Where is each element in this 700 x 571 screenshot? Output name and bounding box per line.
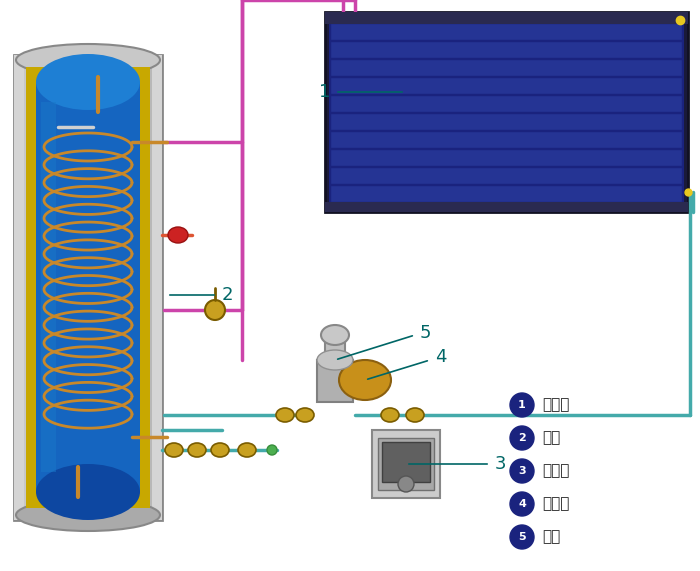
Bar <box>331 186 682 202</box>
Ellipse shape <box>188 443 206 457</box>
Ellipse shape <box>398 476 414 492</box>
Ellipse shape <box>276 408 294 422</box>
Ellipse shape <box>36 464 140 520</box>
Ellipse shape <box>317 350 353 370</box>
Bar <box>325 12 688 24</box>
Bar <box>331 60 682 76</box>
Ellipse shape <box>205 300 225 320</box>
Circle shape <box>510 426 534 450</box>
Text: 3: 3 <box>495 455 507 473</box>
Text: 集热器: 集热器 <box>542 397 569 412</box>
Circle shape <box>510 492 534 516</box>
Bar <box>152 55 162 520</box>
Bar <box>331 78 682 94</box>
Circle shape <box>510 393 534 417</box>
Bar <box>331 114 682 130</box>
Bar <box>317 360 353 402</box>
Bar <box>325 12 688 212</box>
Text: 膨胀阀: 膨胀阀 <box>542 497 569 512</box>
Circle shape <box>510 459 534 483</box>
Bar <box>329 16 684 208</box>
Bar <box>382 442 430 482</box>
Bar <box>41 102 56 472</box>
Ellipse shape <box>165 443 183 457</box>
Ellipse shape <box>321 325 349 345</box>
Ellipse shape <box>381 408 399 422</box>
Bar <box>331 42 682 58</box>
Ellipse shape <box>36 54 140 110</box>
Text: 5: 5 <box>518 532 526 542</box>
Bar <box>14 55 24 520</box>
Ellipse shape <box>238 443 256 457</box>
Bar <box>325 202 688 212</box>
Text: 1: 1 <box>318 83 330 101</box>
Bar <box>331 168 682 184</box>
Bar <box>325 335 345 363</box>
Text: 2: 2 <box>222 286 234 304</box>
Text: 5: 5 <box>420 324 431 342</box>
Text: 1: 1 <box>518 400 526 410</box>
Text: 水泵: 水泵 <box>542 529 560 545</box>
Bar <box>14 55 162 520</box>
Ellipse shape <box>16 499 160 531</box>
Text: 2: 2 <box>518 433 526 443</box>
Text: 4: 4 <box>435 348 447 366</box>
Ellipse shape <box>267 445 277 455</box>
Bar <box>331 96 682 112</box>
Text: 3: 3 <box>518 466 526 476</box>
Bar <box>372 430 440 498</box>
Ellipse shape <box>296 408 314 422</box>
Ellipse shape <box>406 408 424 422</box>
Ellipse shape <box>16 44 160 76</box>
Bar <box>331 132 682 148</box>
Bar <box>331 150 682 166</box>
Bar <box>24 55 32 520</box>
Text: 水箱: 水箱 <box>542 431 560 445</box>
Ellipse shape <box>168 227 188 243</box>
Bar <box>26 67 150 508</box>
Bar <box>36 82 140 492</box>
Text: 控制器: 控制器 <box>542 464 569 478</box>
Circle shape <box>510 525 534 549</box>
Text: 4: 4 <box>518 499 526 509</box>
Bar <box>378 438 434 490</box>
Ellipse shape <box>339 360 391 400</box>
Bar <box>331 24 682 40</box>
Ellipse shape <box>211 443 229 457</box>
